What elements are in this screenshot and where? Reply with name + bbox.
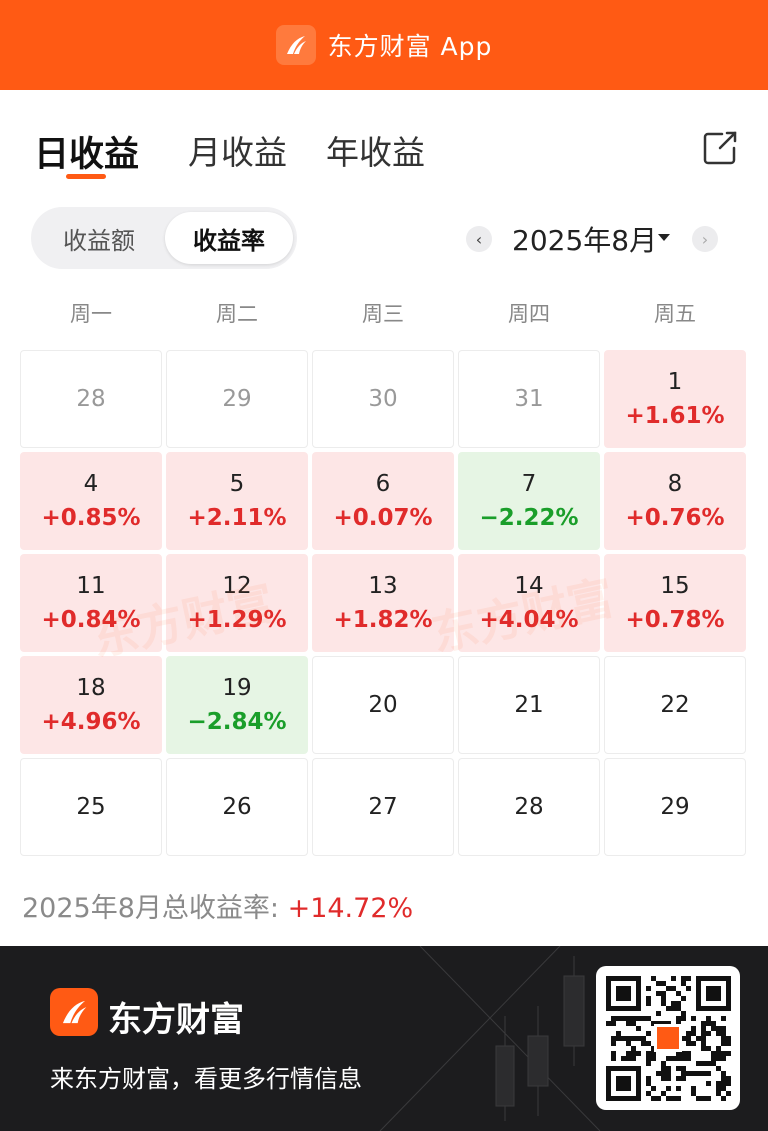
app-title: 东方财富 App [327,32,493,61]
weekday-label: 周四 [508,302,550,326]
tab-monthly[interactable]: 月收益 [188,133,287,172]
day-number: 1 [667,369,683,395]
calendar-day-cell[interactable]: 4 +0.85% [20,452,162,550]
caret-down-icon[interactable] [658,234,670,241]
daily-return: +0.78% [625,607,725,633]
seg-rate[interactable]: 收益率 [165,212,293,264]
calendar-day-cell[interactable]: 26 [166,758,308,856]
weekday-label: 周五 [654,302,696,326]
calendar-day-cell[interactable]: 20 [312,656,454,754]
calendar-day-cell[interactable]: 29 [166,350,308,448]
day-number: 28 [514,794,544,820]
weekday-label: 周三 [362,302,404,326]
month-total: 2025年8月总收益率: +14.72% [22,886,413,925]
daily-return: +1.61% [625,403,725,429]
chevron-left-icon[interactable]: ‹ [466,226,492,252]
daily-return: +1.29% [187,607,287,633]
daily-return: −2.84% [187,709,287,735]
daily-return: +4.04% [479,607,579,633]
day-number: 4 [83,471,99,497]
calendar-day-cell[interactable]: 30 [312,350,454,448]
daily-return: −2.22% [479,505,579,531]
day-number: 11 [76,573,106,599]
calendar-day-cell[interactable]: 8 +0.76% [604,452,746,550]
day-number: 26 [222,794,252,820]
calendar-day-cell[interactable]: 14 +4.04% [458,554,600,652]
daily-return: +0.07% [333,505,433,531]
calendar-grid: 29 28 27 26 25 22 21 20 19 −2.84% 18 +4.96% 15 +0.78%… [20,350,748,860]
calendar-day-cell[interactable]: 13 +1.82% [312,554,454,652]
tab-yearly[interactable]: 年收益 [326,133,425,172]
seg-amount[interactable]: 收益额 [63,226,135,255]
daily-return: +0.85% [41,505,141,531]
calendar-day-cell[interactable]: 21 [458,656,600,754]
metric-toggle: 收益额 收益率 [31,207,297,269]
calendar-day-cell[interactable]: 12 +1.29% [166,554,308,652]
day-number: 27 [368,794,398,820]
calendar-day-cell[interactable]: 28 [20,350,162,448]
month-label[interactable]: 2025年8月 [512,224,658,257]
day-number: 21 [514,692,544,718]
calendar-day-cell[interactable]: 7 −2.22% [458,452,600,550]
daily-return: +0.76% [625,505,725,531]
calendar-day-cell[interactable]: 6 +0.07% [312,452,454,550]
footer-slogan: 来东方财富，看更多行情信息 [50,1065,362,1093]
calendar-day-cell[interactable]: 31 [458,350,600,448]
day-number: 14 [514,573,544,599]
day-number: 31 [514,386,544,412]
day-number: 8 [667,471,683,497]
day-number: 28 [76,386,106,412]
day-number: 30 [368,386,398,412]
active-tab-indicator [66,174,106,179]
calendar-day-cell[interactable]: 29 [604,758,746,856]
day-number: 25 [76,794,106,820]
candlestick-background [379,946,601,1131]
day-number: 15 [660,573,690,599]
calendar-day-cell[interactable]: 11 +0.84% [20,554,162,652]
total-label: 2025年8月总收益率: [22,893,288,924]
day-number: 12 [222,573,252,599]
period-tabs: 日收益 月收益 年收益 [0,118,768,188]
day-number: 22 [660,692,690,718]
day-number: 13 [368,573,398,599]
calendar-day-cell[interactable]: 22 [604,656,746,754]
day-number: 6 [375,471,391,497]
daily-return: +2.11% [187,505,287,531]
day-number: 7 [521,471,537,497]
day-number: 5 [229,471,245,497]
app-banner: 东方财富 App [0,0,768,90]
daily-return: +1.82% [333,607,433,633]
qr-code [596,966,740,1110]
eastmoney-logo-icon [50,988,98,1036]
calendar-day-cell[interactable]: 25 [20,758,162,856]
calendar-day-cell[interactable]: 18 +4.96% [20,656,162,754]
chevron-right-icon[interactable]: › [692,226,718,252]
calendar-day-cell[interactable]: 19 −2.84% [166,656,308,754]
weekday-header: 周一 周二 周三 周四 周五 [20,298,748,328]
day-number: 18 [76,675,106,701]
tab-daily[interactable]: 日收益 [34,135,140,175]
share-icon[interactable] [700,128,740,168]
month-selector: ‹ 2025年8月 › [466,218,726,258]
calendar-day-cell[interactable]: 28 [458,758,600,856]
promo-footer: 东方财富 来东方财富，看更多行情信息 [0,946,768,1131]
calendar-day-cell[interactable]: 15 +0.78% [604,554,746,652]
footer-brand: 东方财富 [108,1000,244,1040]
day-number: 20 [368,692,398,718]
eastmoney-logo-icon [275,25,316,65]
day-number: 29 [660,794,690,820]
calendar-day-cell[interactable]: 27 [312,758,454,856]
weekday-label: 周一 [70,302,112,326]
day-number: 19 [222,675,252,701]
daily-return: +4.96% [41,709,141,735]
calendar-day-cell[interactable]: 5 +2.11% [166,452,308,550]
daily-return: +0.84% [41,607,141,633]
calendar-day-cell[interactable]: 1 +1.61% [604,350,746,448]
total-value: +14.72% [287,893,414,924]
day-number: 29 [222,386,252,412]
weekday-label: 周二 [216,302,258,326]
